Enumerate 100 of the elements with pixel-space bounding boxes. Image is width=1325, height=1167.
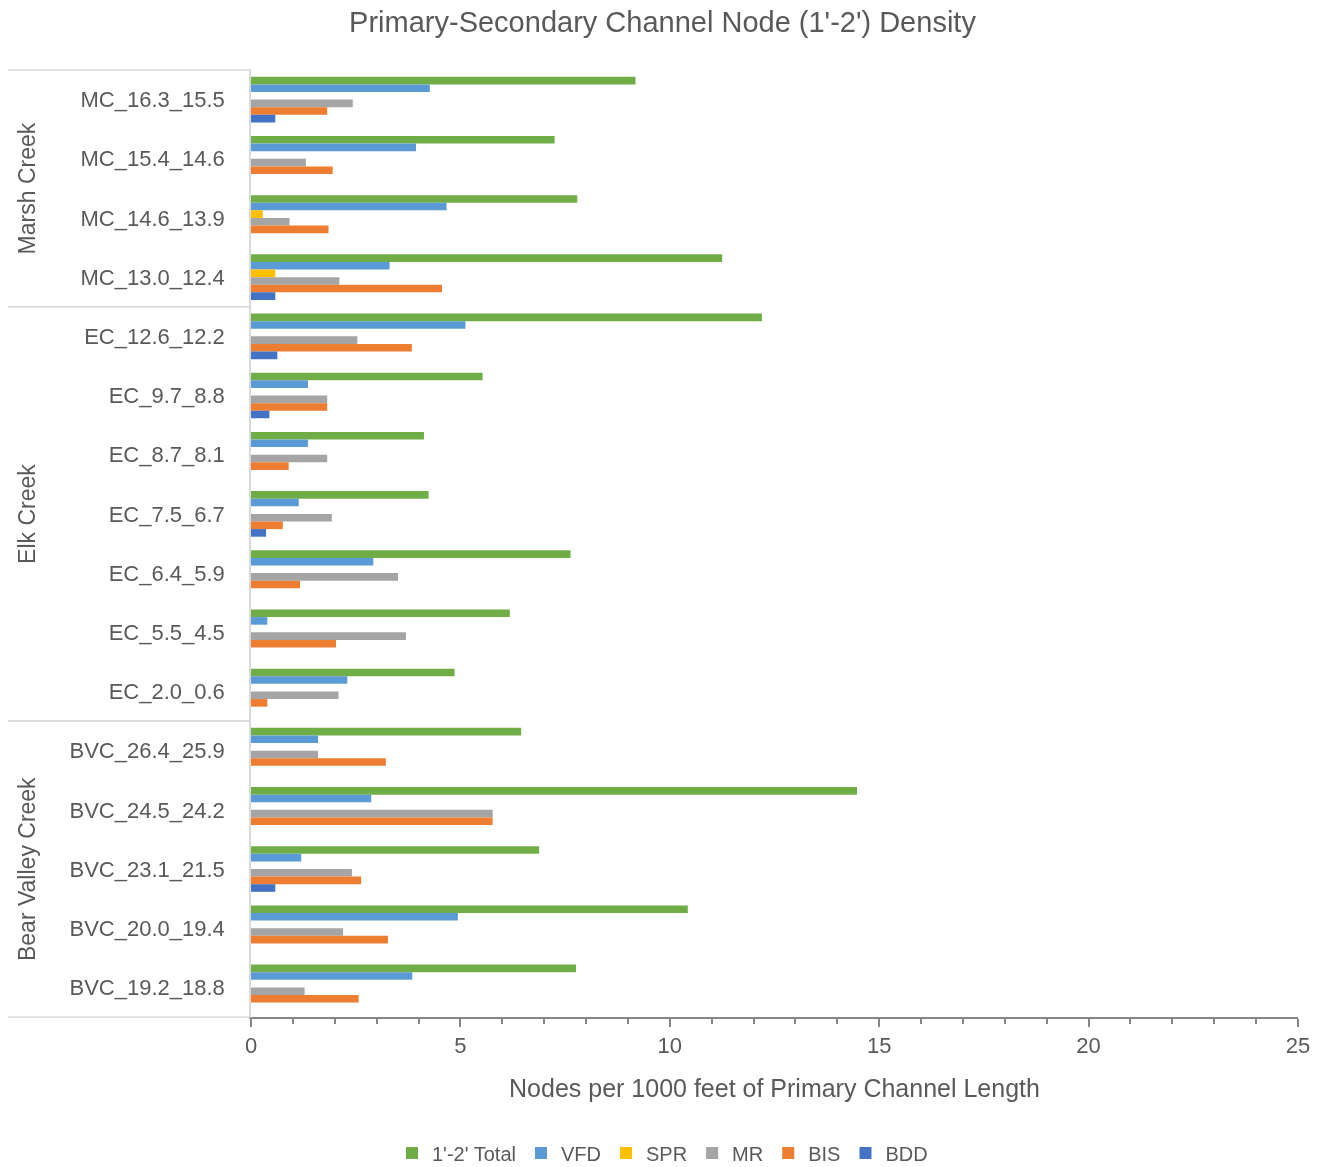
bar <box>251 195 578 203</box>
bar <box>251 573 398 581</box>
bar <box>251 609 510 618</box>
y-tick-label: EC_5.5_4.5 <box>108 619 225 645</box>
bar <box>251 521 283 530</box>
legend-label: MR <box>732 1142 764 1165</box>
bar <box>251 995 359 1003</box>
y-axis-title: Bear Valley Creek <box>13 776 40 962</box>
x-tick-label: 5 <box>454 1033 467 1059</box>
y-tick-label: EC_2.0_0.6 <box>108 679 225 705</box>
bar <box>251 284 442 293</box>
bar <box>251 336 358 344</box>
y-tick-label: EC_6.4_5.9 <box>108 560 225 586</box>
bar <box>251 498 299 507</box>
bar <box>251 817 493 826</box>
bar <box>251 143 417 152</box>
y-tick-label: EC_7.5_6.7 <box>108 501 225 527</box>
bar <box>251 787 857 795</box>
y-axis-title: Elk Creek <box>14 463 41 564</box>
bar <box>251 639 337 648</box>
bar <box>251 758 386 766</box>
bar <box>251 403 328 411</box>
bar <box>251 905 688 914</box>
x-axis-title: Nodes per 1000 feet of Primary Channel Length <box>509 1073 1040 1102</box>
bar <box>251 727 522 736</box>
legend-label: SPR <box>645 1142 688 1165</box>
bar <box>251 972 413 980</box>
bar <box>251 269 276 278</box>
y-tick-label: MC_14.6_13.9 <box>80 205 225 231</box>
x-tick-label: 25 <box>1285 1033 1311 1059</box>
bar <box>251 372 483 381</box>
bar <box>251 292 276 300</box>
bar <box>251 550 571 558</box>
bar <box>251 964 576 973</box>
bar <box>251 869 352 877</box>
bar <box>251 277 340 285</box>
bar <box>251 735 319 744</box>
bar <box>251 462 289 470</box>
bar <box>251 632 406 640</box>
bar <box>251 76 636 85</box>
bar <box>251 513 332 522</box>
bar <box>251 431 424 440</box>
y-axis-title: Marsh Creek <box>13 122 40 255</box>
bar <box>251 395 328 404</box>
bar <box>251 99 353 108</box>
bar <box>251 884 276 892</box>
bar <box>251 261 390 270</box>
bar <box>251 876 362 885</box>
bar <box>251 210 263 218</box>
bar <box>251 166 333 174</box>
x-tick-label: 20 <box>1076 1033 1101 1059</box>
x-tick-label: 10 <box>657 1033 683 1059</box>
bar <box>251 135 555 144</box>
y-tick-label: BVC_23.1_21.5 <box>69 856 225 882</box>
bar <box>251 750 319 759</box>
y-tick-label: MC_13.0_12.4 <box>80 264 225 290</box>
bar <box>251 846 540 854</box>
legend-label: BIS <box>808 1142 841 1165</box>
legend-label: BDD <box>885 1142 928 1165</box>
bar <box>251 676 348 684</box>
bar <box>251 84 430 92</box>
bar <box>251 313 762 322</box>
bar <box>251 691 339 700</box>
bar <box>251 853 302 862</box>
bar <box>251 928 344 936</box>
y-tick-label: BVC_24.5_24.2 <box>69 797 225 823</box>
bar <box>251 491 429 499</box>
bar <box>251 454 328 463</box>
bar <box>251 794 372 803</box>
y-tick-label: MC_16.3_15.5 <box>80 87 225 113</box>
bar <box>251 321 466 329</box>
bar <box>251 158 306 167</box>
chart-title: Primary-Secondary Channel Node (1'-2') Density <box>349 6 977 39</box>
legend-label: 1'-2' Total <box>432 1142 516 1165</box>
y-tick-label: BVC_26.4_25.9 <box>69 738 225 764</box>
bar <box>251 580 300 589</box>
y-tick-label: MC_15.4_14.6 <box>80 146 225 172</box>
bar <box>251 987 305 995</box>
bar <box>251 699 268 707</box>
y-tick-label: EC_12.6_12.2 <box>84 324 225 350</box>
bar <box>251 617 268 625</box>
y-tick-label: EC_9.7_8.8 <box>108 383 225 409</box>
bar <box>251 217 290 226</box>
bar <box>251 351 278 360</box>
y-tick-label: BVC_19.2_18.8 <box>69 975 225 1001</box>
bar <box>251 439 308 448</box>
legend-label: VFD <box>560 1142 601 1165</box>
bar <box>251 529 267 537</box>
bar <box>251 380 308 388</box>
bar <box>251 202 447 211</box>
bar <box>251 107 328 115</box>
x-tick-label: 15 <box>866 1033 892 1059</box>
bar <box>251 913 458 921</box>
bar <box>251 343 412 352</box>
bar <box>251 225 329 234</box>
bar <box>251 254 723 262</box>
bar <box>251 114 276 123</box>
y-tick-label: BVC_20.0_19.4 <box>69 915 225 941</box>
x-tick-label: 0 <box>244 1033 258 1059</box>
bar <box>251 557 374 566</box>
